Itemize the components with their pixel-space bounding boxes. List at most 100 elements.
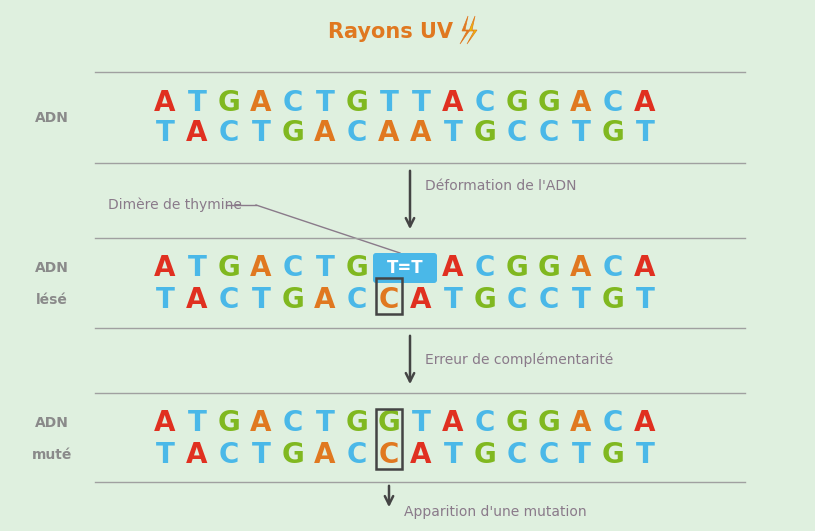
Text: G: G bbox=[538, 89, 561, 117]
Text: C: C bbox=[347, 286, 368, 314]
Text: T: T bbox=[187, 409, 206, 437]
Text: A: A bbox=[250, 89, 271, 117]
Text: C: C bbox=[475, 89, 496, 117]
Text: G: G bbox=[505, 89, 528, 117]
Text: T: T bbox=[443, 441, 462, 469]
Text: C: C bbox=[603, 89, 623, 117]
Text: C: C bbox=[507, 441, 527, 469]
Text: T: T bbox=[443, 286, 462, 314]
Text: G: G bbox=[377, 409, 400, 437]
Text: C: C bbox=[507, 286, 527, 314]
Text: T: T bbox=[252, 119, 271, 147]
Text: G: G bbox=[538, 254, 561, 282]
Text: T: T bbox=[412, 409, 430, 437]
Text: T: T bbox=[156, 286, 174, 314]
Text: T: T bbox=[156, 119, 174, 147]
Text: C: C bbox=[379, 286, 399, 314]
Text: T: T bbox=[252, 441, 271, 469]
Text: T: T bbox=[571, 441, 590, 469]
Text: ADN: ADN bbox=[35, 111, 69, 125]
Text: A: A bbox=[634, 89, 656, 117]
Text: T=T: T=T bbox=[386, 259, 423, 277]
Text: A: A bbox=[315, 286, 336, 314]
Text: G: G bbox=[218, 254, 240, 282]
Text: G: G bbox=[601, 441, 624, 469]
Text: A: A bbox=[410, 441, 432, 469]
Text: G: G bbox=[474, 441, 496, 469]
Text: T: T bbox=[252, 286, 271, 314]
Text: Rayons UV: Rayons UV bbox=[328, 22, 452, 42]
Text: C: C bbox=[283, 89, 303, 117]
Text: T: T bbox=[412, 89, 430, 117]
Text: A: A bbox=[443, 254, 464, 282]
Text: C: C bbox=[347, 441, 368, 469]
Text: C: C bbox=[539, 286, 559, 314]
Text: A: A bbox=[410, 286, 432, 314]
Text: C: C bbox=[283, 409, 303, 437]
Text: A: A bbox=[315, 441, 336, 469]
Text: A: A bbox=[570, 254, 592, 282]
Text: C: C bbox=[507, 119, 527, 147]
Text: G: G bbox=[505, 409, 528, 437]
Text: ADN: ADN bbox=[35, 261, 69, 275]
Text: C: C bbox=[603, 409, 623, 437]
Text: T: T bbox=[571, 286, 590, 314]
Text: A: A bbox=[570, 409, 592, 437]
Text: T: T bbox=[380, 89, 399, 117]
Text: A: A bbox=[250, 254, 271, 282]
Text: A: A bbox=[443, 89, 464, 117]
Text: A: A bbox=[443, 409, 464, 437]
Text: T: T bbox=[636, 286, 654, 314]
Text: G: G bbox=[218, 409, 240, 437]
Text: A: A bbox=[187, 441, 208, 469]
Text: G: G bbox=[346, 409, 368, 437]
Text: A: A bbox=[250, 409, 271, 437]
Text: A: A bbox=[154, 254, 176, 282]
Bar bbox=[376, 278, 402, 314]
Text: G: G bbox=[474, 286, 496, 314]
Text: A: A bbox=[410, 119, 432, 147]
Text: C: C bbox=[475, 254, 496, 282]
Text: G: G bbox=[346, 89, 368, 117]
Text: C: C bbox=[379, 441, 399, 469]
Polygon shape bbox=[467, 16, 477, 44]
Text: T: T bbox=[315, 254, 334, 282]
Text: T: T bbox=[443, 119, 462, 147]
Text: T: T bbox=[315, 409, 334, 437]
Text: C: C bbox=[603, 254, 623, 282]
Bar bbox=[376, 409, 402, 469]
Text: G: G bbox=[282, 286, 304, 314]
Polygon shape bbox=[460, 16, 470, 44]
Text: A: A bbox=[187, 119, 208, 147]
Text: Erreur de complémentarité: Erreur de complémentarité bbox=[425, 353, 613, 367]
Text: A: A bbox=[154, 89, 176, 117]
Text: A: A bbox=[315, 119, 336, 147]
Text: T: T bbox=[156, 441, 174, 469]
Text: G: G bbox=[601, 119, 624, 147]
Text: A: A bbox=[634, 254, 656, 282]
Text: T: T bbox=[636, 441, 654, 469]
Text: G: G bbox=[282, 441, 304, 469]
Text: T: T bbox=[571, 119, 590, 147]
Text: C: C bbox=[539, 119, 559, 147]
Text: lésé: lésé bbox=[36, 293, 68, 307]
FancyBboxPatch shape bbox=[373, 253, 437, 283]
Text: C: C bbox=[539, 441, 559, 469]
Text: T: T bbox=[187, 254, 206, 282]
Text: A: A bbox=[378, 119, 399, 147]
Text: A: A bbox=[154, 409, 176, 437]
Text: Apparition d'une mutation: Apparition d'une mutation bbox=[404, 505, 587, 519]
Text: C: C bbox=[218, 119, 239, 147]
Text: T: T bbox=[187, 89, 206, 117]
Text: Déformation de l'ADN: Déformation de l'ADN bbox=[425, 179, 576, 193]
Text: G: G bbox=[218, 89, 240, 117]
Text: T: T bbox=[315, 89, 334, 117]
Text: muté: muté bbox=[32, 448, 73, 462]
Text: Dimère de thymine: Dimère de thymine bbox=[108, 198, 242, 212]
Text: C: C bbox=[218, 286, 239, 314]
Text: C: C bbox=[347, 119, 368, 147]
Text: C: C bbox=[475, 409, 496, 437]
Text: G: G bbox=[346, 254, 368, 282]
Text: A: A bbox=[187, 286, 208, 314]
Text: ADN: ADN bbox=[35, 416, 69, 430]
